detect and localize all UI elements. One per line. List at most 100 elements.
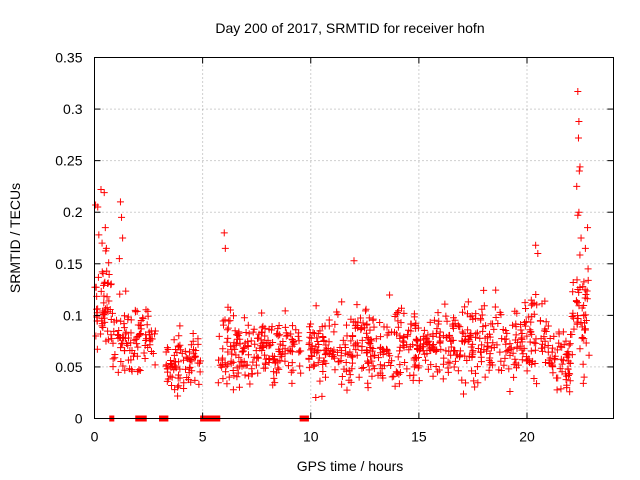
data-point — [254, 334, 262, 342]
data-point — [562, 337, 570, 345]
data-point — [525, 313, 533, 321]
data-point — [102, 337, 110, 345]
data-point — [548, 359, 556, 367]
data-point — [276, 348, 284, 356]
data-point — [367, 353, 375, 361]
data-point — [363, 349, 371, 357]
data-point — [366, 326, 374, 334]
data-point — [443, 317, 451, 325]
data-point — [295, 348, 303, 356]
data-point — [512, 331, 520, 339]
data-point — [365, 366, 373, 374]
data-point — [461, 303, 469, 311]
data-point — [476, 334, 484, 342]
data-point — [287, 347, 295, 355]
data-point — [429, 330, 437, 338]
data-point — [235, 329, 243, 337]
x-tick-labels: 0 5 10 15 20 — [91, 429, 535, 445]
data-point — [325, 316, 333, 324]
data-point — [359, 319, 367, 327]
data-point — [563, 384, 571, 392]
data-point — [222, 362, 230, 370]
data-point — [338, 372, 346, 380]
data-point — [338, 380, 346, 388]
data-point — [463, 356, 471, 364]
data-point — [191, 376, 199, 384]
data-point — [427, 346, 435, 354]
data-point — [532, 335, 540, 343]
data-point — [449, 336, 457, 344]
data-point — [249, 358, 257, 366]
data-point — [353, 301, 361, 309]
data-point — [358, 336, 366, 344]
data-point — [582, 339, 590, 347]
data-point — [420, 326, 428, 334]
data-point — [400, 334, 408, 342]
data-point — [113, 316, 121, 324]
data-point — [377, 333, 385, 341]
data-point — [583, 295, 591, 303]
data-point — [506, 388, 514, 396]
data-point — [314, 359, 322, 367]
data-point — [514, 338, 522, 346]
data-point — [487, 344, 495, 352]
data-point — [227, 342, 235, 350]
data-point — [101, 278, 109, 286]
data-point — [458, 376, 466, 384]
data-point — [274, 364, 282, 372]
data-point — [447, 343, 455, 351]
data-point — [230, 372, 238, 380]
data-point — [141, 354, 149, 362]
data-point — [576, 163, 584, 171]
data-point — [176, 365, 184, 373]
data-point — [275, 322, 283, 330]
data-point — [219, 375, 227, 383]
data-point — [352, 340, 360, 348]
data-point — [252, 361, 260, 369]
data-point — [170, 358, 178, 366]
data-point — [450, 322, 458, 330]
data-point — [578, 333, 586, 341]
data-point — [149, 349, 157, 357]
data-point — [362, 305, 370, 313]
data-point — [552, 374, 560, 382]
data-point — [241, 371, 249, 379]
data-point — [410, 313, 418, 321]
data-point — [346, 371, 354, 379]
data-point — [473, 363, 481, 371]
data-point — [573, 182, 581, 190]
data-point — [383, 346, 391, 354]
data-point — [116, 290, 124, 298]
data-point — [139, 314, 147, 322]
data-point — [179, 356, 187, 364]
data-point — [396, 347, 404, 355]
data-point — [566, 340, 574, 348]
data-point — [163, 344, 171, 352]
data-point — [354, 324, 362, 332]
data-point — [248, 370, 256, 378]
data-point — [215, 332, 223, 340]
data-point — [185, 355, 193, 363]
data-point — [574, 211, 582, 219]
data-point — [376, 361, 384, 369]
data-point — [580, 301, 588, 309]
data-point — [226, 306, 234, 314]
data-point — [242, 361, 250, 369]
data-point — [288, 379, 296, 387]
data-point — [261, 324, 269, 332]
data-point — [575, 167, 583, 175]
data-point — [564, 365, 572, 373]
data-point — [472, 330, 480, 338]
data-point — [369, 315, 377, 323]
data-point — [424, 338, 432, 346]
data-point — [229, 386, 237, 394]
y-axis-label: SRMTID / TECUs — [7, 183, 23, 293]
data-point — [568, 313, 576, 321]
data-point — [245, 372, 253, 380]
data-point — [417, 336, 425, 344]
data-point — [292, 326, 300, 334]
data-point — [575, 208, 583, 216]
data-point — [194, 340, 202, 348]
data-point — [270, 368, 278, 376]
data-point — [435, 366, 443, 374]
